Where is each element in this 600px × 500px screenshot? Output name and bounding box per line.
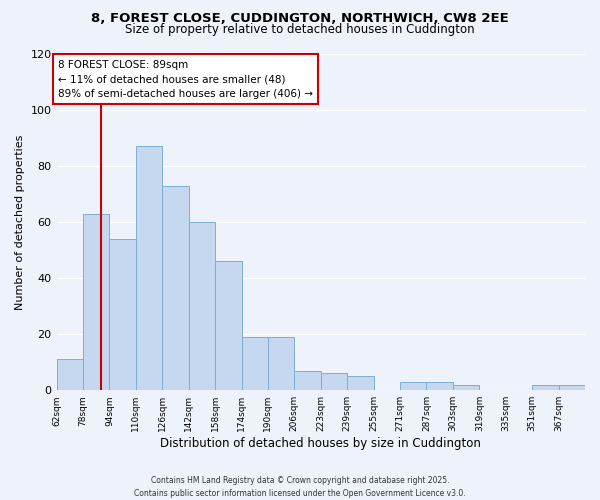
X-axis label: Distribution of detached houses by size in Cuddington: Distribution of detached houses by size … [160, 437, 481, 450]
Bar [83, 214, 109, 390]
Text: Size of property relative to detached houses in Cuddington: Size of property relative to detached ho… [125, 22, 475, 36]
Text: 8 FOREST CLOSE: 89sqm
← 11% of detached houses are smaller (48)
89% of semi-deta: 8 FOREST CLOSE: 89sqm ← 11% of detached … [58, 60, 313, 99]
Y-axis label: Number of detached properties: Number of detached properties [15, 134, 25, 310]
Bar [321, 374, 347, 390]
Bar [109, 239, 136, 390]
Bar [162, 186, 188, 390]
Bar [347, 376, 374, 390]
Bar [56, 360, 83, 390]
Bar [188, 222, 215, 390]
Text: 8, FOREST CLOSE, CUDDINGTON, NORTHWICH, CW8 2EE: 8, FOREST CLOSE, CUDDINGTON, NORTHWICH, … [91, 12, 509, 26]
Bar [400, 382, 427, 390]
Text: Contains HM Land Registry data © Crown copyright and database right 2025.
Contai: Contains HM Land Registry data © Crown c… [134, 476, 466, 498]
Bar [427, 382, 453, 390]
Bar [295, 370, 321, 390]
Bar [242, 337, 268, 390]
Bar [532, 384, 559, 390]
Bar [136, 146, 162, 390]
Bar [559, 384, 585, 390]
Bar [215, 262, 242, 390]
Bar [268, 337, 295, 390]
Bar [453, 384, 479, 390]
